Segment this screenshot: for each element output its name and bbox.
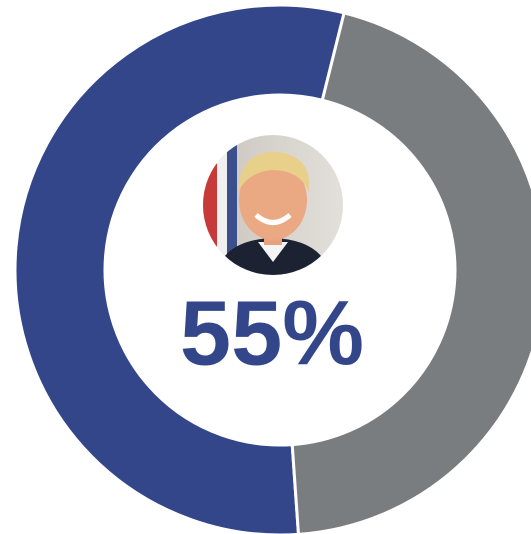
portrait [203, 135, 343, 275]
center-label: 55% [180, 282, 364, 384]
